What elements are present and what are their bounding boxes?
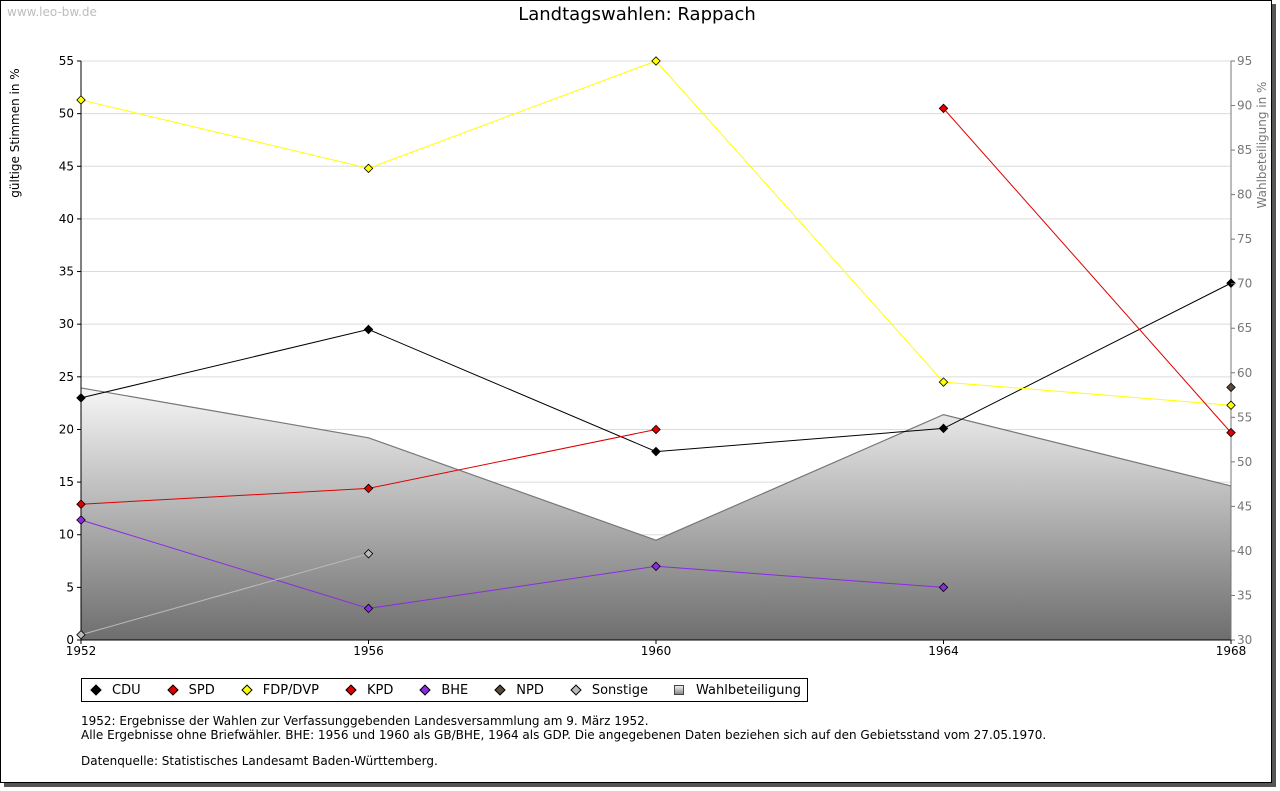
legend-label-bhe: BHE <box>441 682 469 698</box>
data-point-cdu <box>1226 278 1236 288</box>
y-right-tick-label: 90 <box>1237 99 1252 113</box>
data-point-cdu <box>938 423 949 434</box>
legend-marker-cdu <box>90 684 102 696</box>
x-tick-label: 1960 <box>641 644 672 658</box>
legend-item-bhe: BHE <box>415 683 468 698</box>
legend-marker-sonstige <box>570 684 582 696</box>
data-point-sonstige <box>363 548 374 559</box>
data-point-fdp-dvp <box>76 95 86 105</box>
x-tick-label: 1964 <box>928 644 959 658</box>
legend-item-spd: SPD <box>163 683 215 698</box>
area-wahlbeteiligung <box>81 387 1231 640</box>
legend-item-sonstige: Sonstige <box>566 683 648 698</box>
y-axis-left-title: gültige Stimmen in % <box>8 68 22 198</box>
data-point-spd <box>76 499 86 509</box>
legend-item-npd: NPD <box>490 683 544 698</box>
data-point-cdu <box>76 393 86 403</box>
data-point-bhe <box>651 561 661 572</box>
y-left-tick-label: 15 <box>59 475 74 489</box>
data-point-bhe <box>938 582 949 593</box>
legend-item-fdp: FDP/DVP <box>237 683 319 698</box>
legend-item-wahlbeteiligung: Wahlbeteiligung <box>670 683 801 698</box>
legend-label-npd: NPD <box>516 682 544 698</box>
y-right-tick-label: 50 <box>1237 455 1252 469</box>
data-point-cdu <box>363 324 374 335</box>
footnotes: 1952: Ergebnisse der Wahlen zur Verfassu… <box>81 714 1046 768</box>
data-point-fdp-dvp <box>1226 400 1236 411</box>
chart-canvas: 0 5 10 15 20 25 30 35 40 45 50 55 30 35 40 45 50 55 60 65 70… <box>59 54 1253 658</box>
legend-marker-bhe <box>419 684 431 696</box>
y-left-tick-label: 40 <box>59 212 74 226</box>
legend-label-fdp: FDP/DVP <box>262 682 319 698</box>
y-right-tick-label: 65 <box>1237 321 1252 335</box>
y-right-tick-label: 80 <box>1237 188 1252 202</box>
y-left-tick-label: 5 <box>66 580 74 594</box>
x-tick-label: 1956 <box>353 644 384 658</box>
y-right-tick-label: 75 <box>1237 232 1252 246</box>
legend-marker-fdp <box>241 684 253 696</box>
legend-item-cdu: CDU <box>86 683 141 698</box>
legend-marker-wahlbeteiligung <box>674 685 685 695</box>
footnote-general: Alle Ergebnisse ohne Briefwähler. BHE: 1… <box>81 728 1047 742</box>
legend-label-cdu: CDU <box>112 682 141 698</box>
footnote-1952: 1952: Ergebnisse der Wahlen zur Verfassu… <box>81 714 649 728</box>
y-right-tick-label: 30 <box>1237 633 1252 647</box>
data-source: Datenquelle: Statistisches Landesamt Bad… <box>81 754 438 768</box>
data-point-fdp-dvp <box>651 56 661 66</box>
y-right-tick-label: 60 <box>1237 366 1252 380</box>
y-left-tick-label: 10 <box>59 528 74 542</box>
y-left-tick-label: 0 <box>66 633 74 647</box>
y-left-tick-label: 20 <box>59 422 74 436</box>
data-point-cdu <box>651 446 661 457</box>
data-point-fdp-dvp <box>363 163 374 174</box>
legend-label-wahlbeteiligung: Wahlbeteiligung <box>696 682 802 698</box>
x-tick-label: 1968 <box>1216 644 1247 658</box>
legend-label-sonstige: Sonstige <box>591 682 649 698</box>
area-wahlbeteiligung-outline <box>80 387 1232 541</box>
data-point-kpd <box>938 103 949 114</box>
x-tick-label: 1952 <box>66 644 97 658</box>
chart-title: Landtagswahlen: Rappach <box>518 4 756 25</box>
legend-label-spd: SPD <box>188 682 215 698</box>
legend-marker-npd <box>494 684 506 696</box>
series-line-bhe <box>80 519 944 609</box>
y-right-tick-label: 35 <box>1237 588 1252 602</box>
legend-item-kpd: KPD <box>341 683 393 698</box>
data-point-bhe <box>363 603 374 614</box>
y-right-tick-label: 40 <box>1237 544 1252 558</box>
y-left-tick-label: 55 <box>59 54 74 68</box>
legend-marker-spd <box>166 684 179 696</box>
y-right-tick-label: 85 <box>1237 143 1252 157</box>
watermark: www.leo-bw.de <box>7 5 97 19</box>
series-line-kpd <box>943 108 1232 433</box>
data-point-spd <box>651 424 661 435</box>
y-axis-right-title: Wahlbeteiligung in % <box>1255 81 1269 209</box>
data-point-kpd <box>1226 427 1236 438</box>
data-point-bhe <box>76 515 86 525</box>
data-point-sonstige <box>76 629 86 640</box>
y-left-tick-label: 45 <box>59 159 74 173</box>
y-left-tick-label: 30 <box>59 317 74 331</box>
series-line-sonstige <box>80 553 369 636</box>
legend-label-kpd: KPD <box>366 682 394 698</box>
y-right-tick-label: 70 <box>1237 277 1252 291</box>
y-right-tick-label: 45 <box>1237 499 1252 513</box>
y-left-tick-label: 25 <box>59 370 74 384</box>
series-line-fdp-dvp <box>80 60 1232 406</box>
y-right-tick-label: 55 <box>1237 410 1252 424</box>
y-left-tick-label: 50 <box>59 107 74 121</box>
y-left-tick-label: 35 <box>59 265 74 279</box>
data-point-spd <box>363 483 374 494</box>
legend-marker-kpd <box>345 684 357 696</box>
data-point-npd <box>1226 382 1236 393</box>
legend: CDU SPD FDP/DVP KPD BHE NPD Sonstige Wa <box>81 678 809 702</box>
data-point-fdp-dvp <box>938 377 949 387</box>
y-right-tick-label: 95 <box>1237 54 1252 68</box>
